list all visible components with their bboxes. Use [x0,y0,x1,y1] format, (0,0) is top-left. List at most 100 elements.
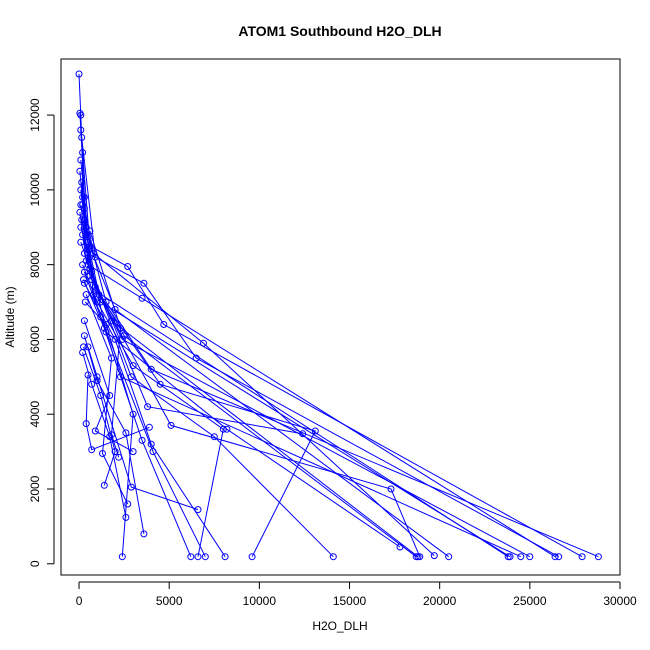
data-point [80,276,87,284]
data-point [124,500,132,508]
data-point [76,167,84,175]
x-tick-label: 5000 [156,594,183,608]
data-point [79,149,87,156]
data-point [127,483,135,491]
data-point [97,313,105,321]
profile-line [85,374,150,451]
data-point [80,216,88,224]
data-point [160,321,168,328]
data-point [517,553,525,561]
data-point [100,481,108,489]
data-point [108,431,115,439]
data-point [108,354,115,362]
data-point [147,440,155,448]
data-point [86,272,94,280]
data-point [86,242,94,250]
y-tick-label: 0 [28,560,42,567]
y-tick-label: 4000 [28,401,42,428]
data-point [97,298,105,306]
data-point [76,208,84,216]
data-point [192,354,200,362]
data-point [93,377,101,385]
data-point [82,257,90,265]
profile-line [87,346,199,511]
data-point [129,410,137,418]
data-point [82,231,90,239]
data-point [93,373,101,381]
data-point [97,392,105,399]
profile-line [83,283,226,557]
data-point [86,264,94,272]
data-point [140,279,148,287]
y-tick-label: 8000 [28,251,42,278]
x-tick-label: 15000 [333,594,367,608]
y-tick-label: 12000 [28,98,42,132]
data-point [88,380,96,388]
data-point [117,373,124,381]
data-point [118,553,126,561]
data-point [90,249,97,257]
data-point [80,332,88,340]
data-point [77,126,85,134]
x-tick-label: 25000 [513,594,547,608]
profile-line [81,137,559,558]
x-tick-label: 0 [76,594,83,608]
data-point [124,263,132,270]
data-point [79,193,87,201]
data-point [78,178,86,186]
data-point [138,294,146,302]
profile-line [83,279,192,557]
profile-line [78,73,522,558]
chart-title: ATOM1 Southbound H2O_DLH [238,23,441,39]
data-point [77,201,85,209]
profile-line [79,113,599,558]
data-point [77,186,85,194]
data-point [248,553,256,561]
data-point [102,321,110,328]
data-point [299,430,307,438]
data-point [555,553,563,561]
data-point [77,223,85,231]
data-point [91,427,99,435]
data-point [194,506,202,514]
data-point [90,291,97,299]
profile-line [80,159,531,558]
data-point [194,553,202,561]
data-point [84,343,92,351]
y-axis: 0 2000 4000 6000 8000 10000 12000 [28,98,55,567]
data-point [221,553,229,561]
profile-line [83,335,145,534]
data-point [88,268,96,276]
data-point [167,421,175,429]
data-point [127,373,135,381]
data-point [219,425,227,433]
y-tick-label: 10000 [28,173,42,207]
data-point [84,371,92,379]
data-point [106,392,114,399]
data-point [82,420,90,428]
data-point [81,298,89,306]
profile-line [80,189,449,558]
data-point [129,362,137,370]
data-point [78,216,86,224]
data-point [84,246,92,254]
data-point [82,291,90,299]
data-point [76,109,84,117]
profile-line [82,352,127,518]
data-point [201,553,209,561]
data-point [118,335,126,343]
data-point [200,339,207,347]
x-tick-label: 10000 [243,594,277,608]
profile-line [82,152,556,558]
data-point [79,349,87,356]
data-point [80,249,88,257]
data-point [156,380,164,388]
data-point [147,365,155,373]
data-point [88,276,96,284]
data-point [80,205,88,213]
data-point [387,485,395,493]
data-point [111,306,119,313]
x-tick-label: 30000 [603,594,637,608]
data-point [122,513,130,521]
